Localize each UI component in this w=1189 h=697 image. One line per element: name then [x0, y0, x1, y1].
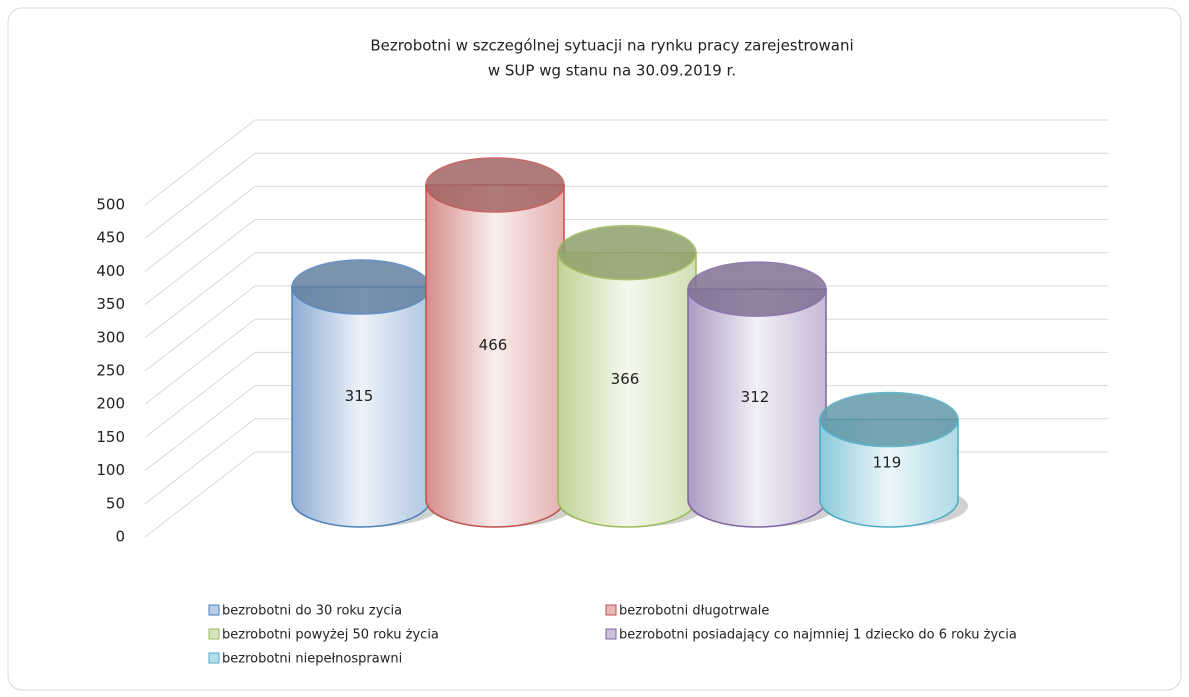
grid-line: [144, 119, 1108, 206]
data-label: 466: [479, 336, 508, 354]
y-tick-label: 200: [96, 395, 125, 413]
y-tick-label: 100: [96, 461, 125, 479]
bar-top: [557, 224, 697, 281]
data-label: 366: [611, 370, 640, 388]
y-tick-label: 500: [96, 196, 125, 214]
grid-line: [144, 219, 1108, 305]
y-tick-label: 50: [106, 494, 125, 512]
bar-body: [557, 251, 697, 528]
grid-line: [144, 252, 1108, 339]
grid-line: [144, 185, 1108, 272]
bar-top: [291, 259, 431, 315]
bar: [819, 391, 959, 528]
legend-label: bezrobotni niepełnosprawni: [222, 652, 402, 667]
y-tick-label: 450: [96, 229, 125, 247]
bar-body: [819, 418, 959, 528]
data-label: 119: [873, 453, 902, 471]
y-tick-label: 400: [96, 262, 125, 280]
data-label: 312: [741, 388, 770, 406]
bar: [425, 157, 565, 528]
legend-swatch: [208, 604, 220, 616]
chart-title: w SUP wg stanu na 30.09.2019 r.: [488, 62, 736, 80]
legend-label: bezrobotni powyżej 50 roku życia: [222, 628, 439, 643]
y-tick-label: 150: [96, 428, 125, 446]
legend-swatch: [605, 604, 617, 616]
bar-top: [819, 391, 959, 448]
bar-body: [687, 288, 827, 528]
chart-title: Bezrobotni w szczególnej sytuacji na ryn…: [370, 37, 853, 55]
y-tick-label: 350: [96, 295, 125, 313]
bar: [687, 261, 827, 528]
legend-swatch: [208, 628, 220, 640]
bar: [557, 224, 697, 528]
legend-swatch: [208, 652, 220, 664]
y-tick-label: 0: [115, 528, 125, 546]
bar-top: [425, 157, 565, 213]
bar-top: [687, 261, 827, 317]
bar-body: [425, 184, 565, 528]
data-label: 315: [345, 387, 374, 405]
y-tick-label: 250: [96, 362, 125, 380]
grid-line: [144, 152, 1108, 239]
legend-label: bezrobotni posiadający co najmniej 1 dzi…: [619, 628, 1017, 643]
bar: [291, 259, 431, 528]
legend-label: bezrobotni do 30 roku zycia: [222, 604, 402, 619]
legend-label: bezrobotni długotrwale: [619, 604, 769, 619]
bar-body: [291, 286, 431, 528]
legend-swatch: [605, 628, 617, 640]
y-tick-label: 300: [96, 328, 125, 346]
